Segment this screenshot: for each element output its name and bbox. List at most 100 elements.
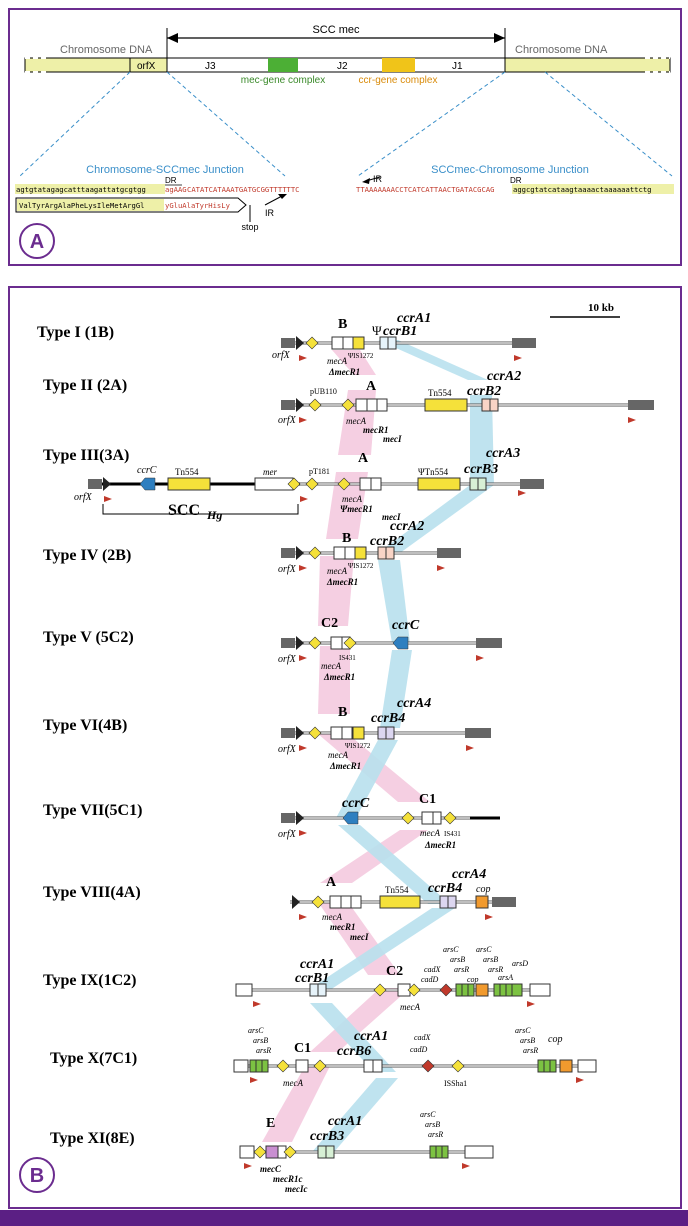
dr-left-label: DR — [165, 176, 177, 185]
type-label-10: Type X(7C1) — [50, 1050, 137, 1067]
t1-end-block — [512, 338, 536, 348]
map-type-9: ccrA1 ccrB1 C2 mecA cadX cadD arsC arsB … — [235, 945, 551, 1012]
t1-mecr: ΔmecR1 — [328, 367, 360, 377]
badge-a: A — [30, 231, 44, 253]
t10-meca: mecA — [283, 1078, 303, 1088]
t7-is: IS431 — [444, 830, 461, 838]
t2-tn: Tn554 — [428, 388, 452, 398]
t9-arsc2: arsC — [476, 945, 492, 954]
t2-meca: mecA — [346, 416, 366, 426]
t10-arsr2: arsR — [523, 1046, 538, 1055]
t7-ccrc: ccrC — [342, 796, 370, 811]
t2-pub: pUB110 — [310, 387, 337, 396]
dr-right-label: DR — [510, 176, 522, 185]
right-junction-title: SCCmec-Chromosome Junction — [431, 164, 589, 176]
t6-mecr: ΔmecR1 — [329, 761, 361, 771]
t3-ccrb: ccrB3 — [464, 462, 498, 477]
type-label-1: Type I (1B) — [37, 324, 114, 341]
t1-orfx-block — [281, 338, 295, 348]
t3-mecr: ΨmecR1 — [340, 504, 373, 514]
t1-orfx-arrow — [296, 336, 304, 350]
map-type-4: B ccrA2 ccrB2 ΨIS1272 orfX mecA ΔmecR1 — [278, 519, 461, 587]
ir-left-label: IR — [265, 208, 275, 218]
t11-e: E — [266, 1116, 275, 1131]
orfx-label: orfX — [137, 61, 156, 72]
t2-meci: mecI — [383, 434, 402, 444]
t11-meci: mecIc — [285, 1184, 308, 1194]
ccr-band-7 — [338, 825, 450, 904]
ccr-band-4 — [378, 560, 410, 643]
chromosome-right-bar — [504, 57, 671, 73]
t9-arsb1: arsB — [450, 955, 465, 964]
map-type-3: A ccrC Tn554 mer pT181 ΨTn554 ccrA3 ccrB… — [74, 446, 544, 522]
map-type-11: E ccrA1 ccrB3 arsC arsB arsR mecC mecR1c… — [239, 1110, 494, 1194]
t8-cop: cop — [476, 884, 490, 895]
t4-ccra: ccrA2 — [390, 519, 424, 534]
t3-scchg-bracket — [102, 504, 299, 515]
t1-dr1 — [299, 355, 307, 361]
t1-mecr-box — [342, 336, 354, 350]
j1-label: J1 — [452, 61, 463, 72]
map-type-2: A pUB110 Tn554 ccrA2 ccrB2 orfX mecA mec… — [278, 369, 654, 444]
mec-band-5 — [318, 646, 350, 714]
left-seq-dr: agAAG — [165, 185, 187, 194]
type-label-5: Type V (5C2) — [43, 629, 134, 646]
t2-a: A — [366, 379, 377, 394]
t11-arsc: arsC — [420, 1110, 436, 1119]
badge-b-circle — [19, 1157, 55, 1193]
type-label-9: Type IX(1C2) — [43, 972, 136, 989]
t9-cop: cop — [467, 975, 479, 984]
t1-orfx: orfX — [272, 350, 291, 361]
t10-arsc1: arsC — [248, 1026, 264, 1035]
t9-arsa: arsA — [498, 973, 513, 982]
right-seq-chrom: aggcgtatcataagtaaaactaaaaaattctg — [513, 185, 651, 194]
type-label-2: Type II (2A) — [43, 377, 127, 394]
t5-c2: C2 — [321, 616, 338, 631]
t2-ccra: ccrA2 — [487, 369, 521, 384]
ccr-band-10 — [312, 1078, 398, 1152]
t9-arsc1: arsC — [443, 945, 459, 954]
t11-mecr: mecR1c — [273, 1174, 303, 1184]
t2-mecr: mecR1 — [363, 425, 389, 435]
j2-label: J2 — [337, 61, 348, 72]
t6-meca: mecA — [328, 750, 348, 760]
t3-meci: mecI — [382, 512, 401, 522]
t7-c1: C1 — [419, 792, 436, 807]
t1-dr2 — [514, 355, 522, 361]
chromosome-right-label: Chromosome DNA — [515, 44, 608, 56]
zoom-line-1 — [19, 71, 131, 177]
t8-ccra: ccrA4 — [452, 867, 486, 882]
j3-label: J3 — [205, 61, 216, 72]
panel-a-frame — [8, 8, 682, 266]
mec-band-9 — [310, 988, 410, 1052]
t5-orfx: orfX — [278, 654, 297, 665]
ir-left-arrow-head — [278, 194, 287, 199]
t1-ccrb: ccrB1 — [383, 324, 417, 339]
protein-chrom: ValTyrArgAlaPheLysIleMetArgGl — [19, 201, 145, 210]
t6-b: B — [338, 705, 347, 720]
t10-cadx: cadX — [414, 1033, 432, 1042]
mec-band-10 — [262, 1066, 330, 1142]
t6-ccrb: ccrB4 — [371, 711, 405, 726]
ir-right-arrow-head — [362, 178, 370, 184]
badge-a-circle — [19, 223, 55, 259]
t10-arsb2: arsB — [520, 1036, 535, 1045]
t3-mer: mer — [263, 467, 277, 477]
ccr-band-9 — [310, 1003, 396, 1072]
t10-arsr1: arsR — [256, 1046, 271, 1055]
t4-ccrb: ccrB2 — [370, 534, 404, 549]
t9-c2: C2 — [386, 964, 403, 979]
type-label-7: Type VII(5C1) — [43, 802, 142, 819]
left-junction-title: Chromosome-SCCmec Junction — [86, 164, 244, 176]
t10-arsb1: arsB — [253, 1036, 268, 1045]
t1-is1272-box — [352, 336, 365, 350]
left-seq-chrom-bg — [15, 184, 165, 194]
t1-ccra: ccrA1 — [397, 311, 431, 326]
ccr-band-8 — [308, 908, 455, 990]
t1-b: B — [338, 317, 347, 332]
t6-orfx: orfX — [278, 744, 297, 755]
protein-chrom-bg — [17, 199, 164, 211]
t8-meca: mecA — [322, 912, 342, 922]
type-labels: Type I (1B) Type II (2A) Type III(3A) Ty… — [37, 324, 142, 1147]
